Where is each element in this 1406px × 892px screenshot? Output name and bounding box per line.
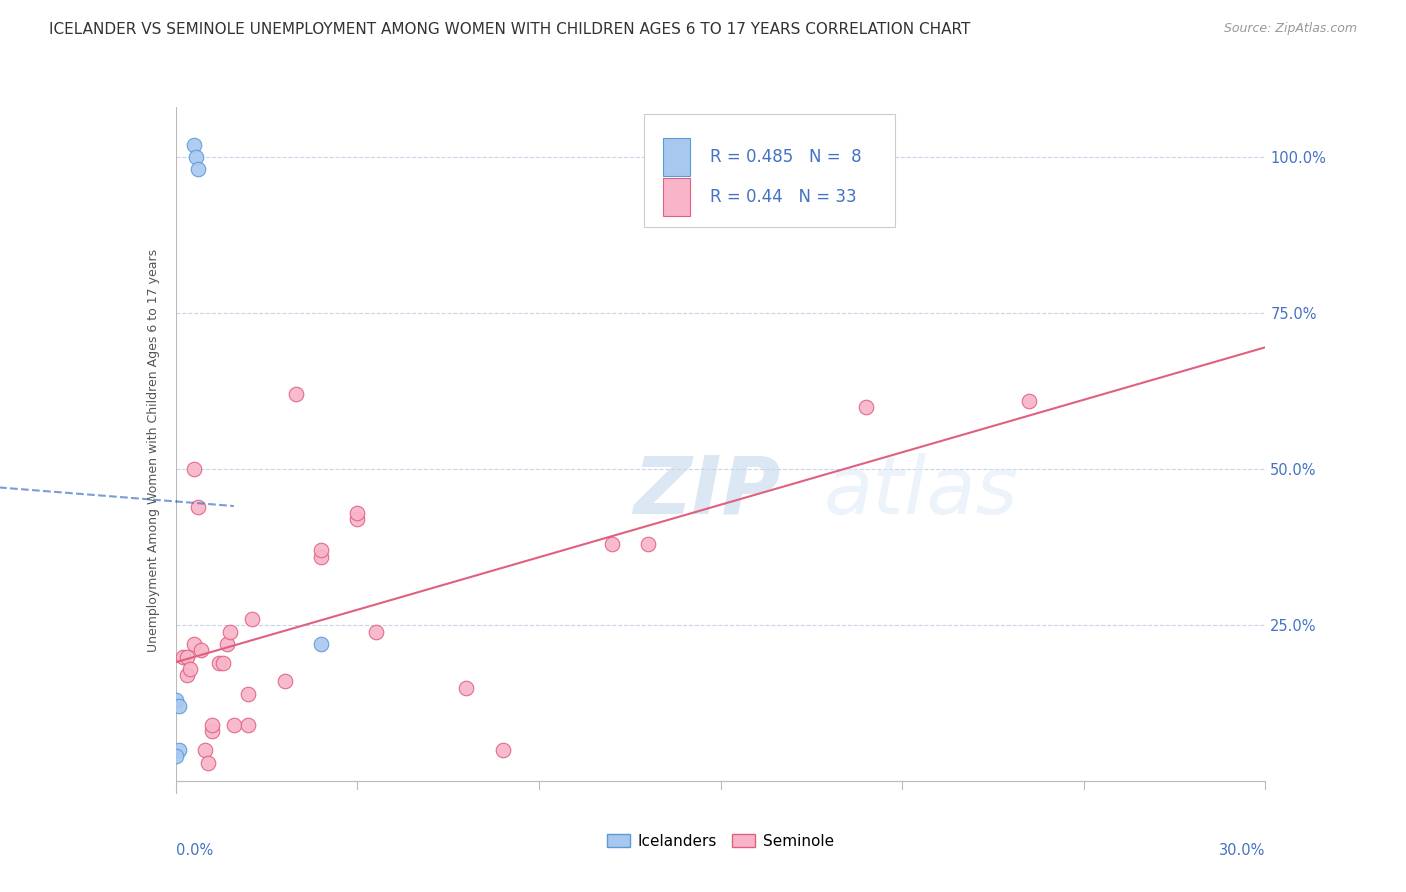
Point [219, 624, 242, 639]
Point [208, 656, 231, 670]
FancyBboxPatch shape [644, 114, 896, 227]
Point [190, 643, 212, 657]
Point [194, 743, 217, 757]
Point [456, 681, 478, 695]
Point [284, 387, 307, 401]
FancyBboxPatch shape [662, 178, 690, 216]
Text: ICELANDER VS SEMINOLE UNEMPLOYMENT AMONG WOMEN WITH CHILDREN AGES 6 TO 17 YEARS : ICELANDER VS SEMINOLE UNEMPLOYMENT AMONG… [49, 22, 970, 37]
Point [346, 506, 368, 520]
Point [176, 649, 198, 664]
Point [184, 150, 207, 164]
Point [240, 612, 263, 626]
Point [637, 537, 659, 551]
Point [183, 137, 205, 152]
Point [238, 718, 260, 732]
Point [179, 662, 201, 676]
Point [186, 500, 209, 514]
Point [309, 549, 332, 564]
Point [186, 162, 209, 177]
Point [364, 624, 387, 639]
Point [201, 718, 224, 732]
Y-axis label: Unemployment Among Women with Children Ages 6 to 17 years: Unemployment Among Women with Children A… [146, 249, 160, 652]
Point [183, 462, 205, 476]
Point [169, 699, 191, 714]
Point [492, 743, 515, 757]
Text: atlas: atlas [824, 452, 1019, 531]
Point [346, 512, 368, 526]
Point [238, 687, 260, 701]
Point [201, 724, 224, 739]
Point [1018, 393, 1040, 408]
Point [274, 674, 297, 689]
FancyBboxPatch shape [662, 138, 690, 176]
Text: R = 0.485   N =  8: R = 0.485 N = 8 [710, 148, 862, 166]
Point [172, 649, 194, 664]
Point [222, 718, 245, 732]
Text: R = 0.44   N = 33: R = 0.44 N = 33 [710, 188, 856, 206]
Legend: Icelanders, Seminole: Icelanders, Seminole [600, 828, 841, 855]
Point [165, 693, 187, 707]
Point [169, 743, 191, 757]
Point [176, 668, 198, 682]
Point [197, 756, 219, 770]
Text: 30.0%: 30.0% [1219, 843, 1265, 858]
Point [215, 637, 238, 651]
Text: 0.0%: 0.0% [176, 843, 212, 858]
Point [183, 637, 205, 651]
Point [309, 637, 332, 651]
Text: ZIP: ZIP [633, 452, 780, 531]
Point [212, 656, 235, 670]
Point [309, 543, 332, 558]
Point [855, 400, 877, 414]
Text: Source: ZipAtlas.com: Source: ZipAtlas.com [1223, 22, 1357, 36]
Point [600, 537, 623, 551]
Point [165, 749, 187, 764]
